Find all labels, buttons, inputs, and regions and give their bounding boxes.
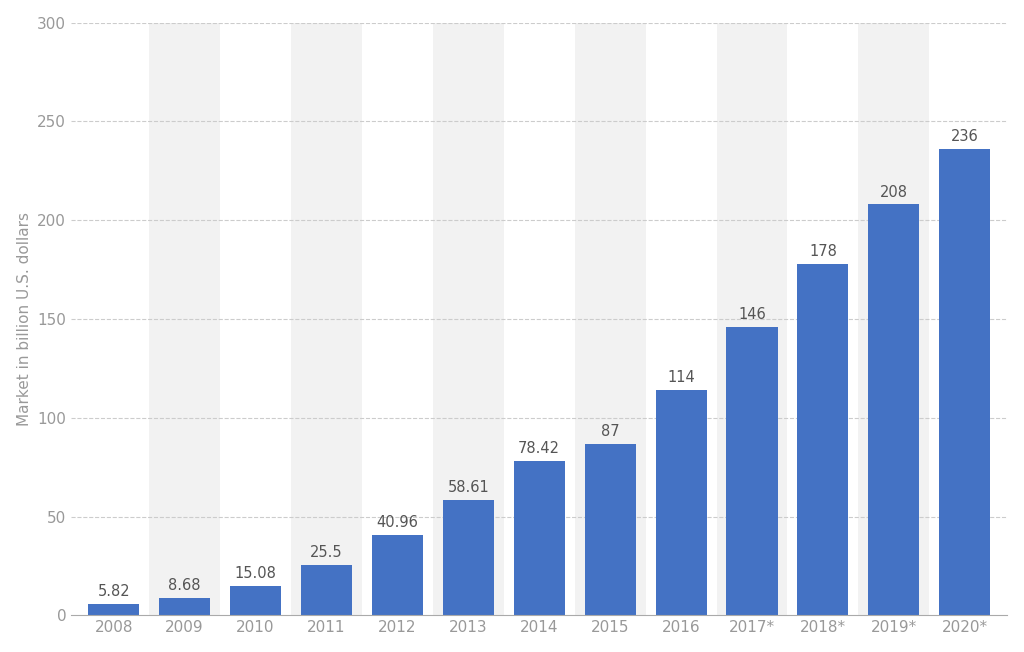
Bar bbox=[230, 585, 281, 615]
Bar bbox=[726, 327, 777, 615]
Bar bbox=[159, 599, 210, 615]
Bar bbox=[655, 390, 707, 615]
Y-axis label: Market in billion U.S. dollars: Market in billion U.S. dollars bbox=[16, 212, 32, 426]
Text: 178: 178 bbox=[809, 244, 837, 259]
Bar bbox=[939, 149, 990, 615]
Bar bbox=[868, 205, 920, 615]
Bar bbox=[717, 23, 787, 615]
Text: 5.82: 5.82 bbox=[97, 584, 130, 599]
Text: 58.61: 58.61 bbox=[447, 480, 489, 495]
Text: 114: 114 bbox=[668, 370, 695, 385]
Text: 15.08: 15.08 bbox=[234, 566, 276, 581]
Bar bbox=[291, 23, 361, 615]
Text: 40.96: 40.96 bbox=[377, 514, 418, 529]
Bar bbox=[574, 23, 645, 615]
Text: 208: 208 bbox=[880, 185, 908, 200]
Bar bbox=[433, 23, 504, 615]
Bar bbox=[442, 499, 494, 615]
Text: 8.68: 8.68 bbox=[168, 578, 201, 593]
Bar bbox=[585, 443, 636, 615]
Bar bbox=[150, 23, 220, 615]
Text: 25.5: 25.5 bbox=[310, 545, 343, 560]
Bar bbox=[88, 604, 139, 615]
Text: 87: 87 bbox=[601, 424, 620, 439]
Bar bbox=[372, 535, 423, 615]
Bar bbox=[301, 565, 352, 615]
Text: 236: 236 bbox=[951, 129, 979, 144]
Bar bbox=[858, 23, 930, 615]
Text: 78.42: 78.42 bbox=[518, 441, 560, 456]
Bar bbox=[514, 460, 565, 615]
Text: 146: 146 bbox=[738, 307, 766, 322]
Bar bbox=[798, 264, 849, 615]
